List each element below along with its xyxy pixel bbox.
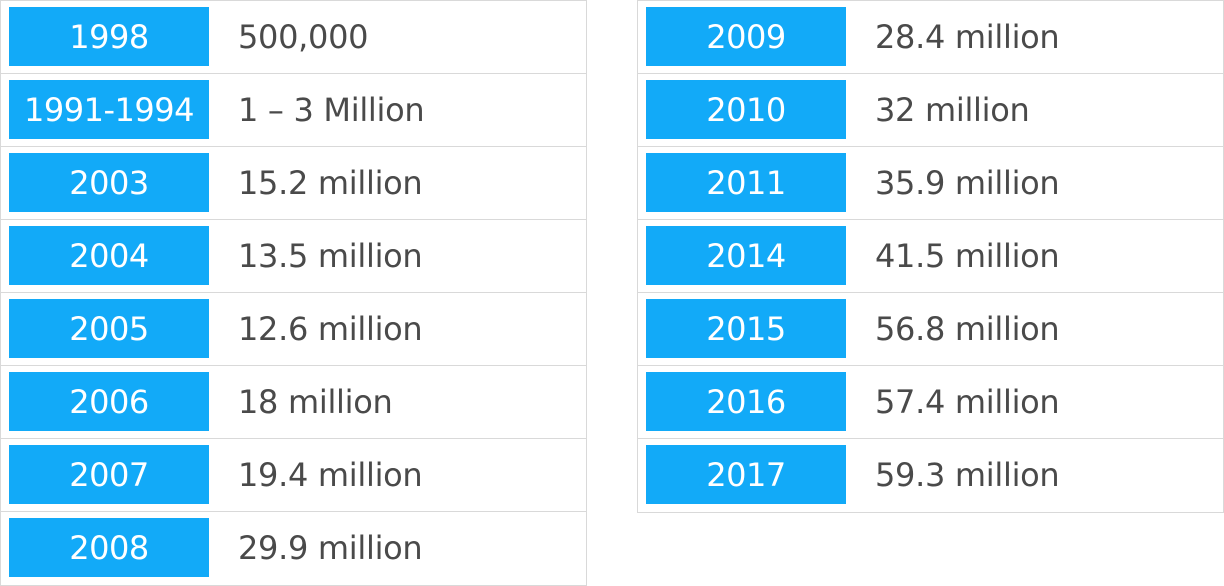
table-row: 2004 13.5 million [1,220,586,293]
value-cell: 13.5 million [238,237,423,275]
table-row: 1998 500,000 [1,1,586,74]
year-cell: 2009 [646,7,846,66]
value-cell: 28.4 million [875,18,1060,56]
year-cell: 2007 [9,445,209,504]
year-cell: 2004 [9,226,209,285]
table-row: 2005 12.6 million [1,293,586,366]
table-row: 2006 18 million [1,366,586,439]
value-cell: 29.9 million [238,529,423,567]
value-cell: 1 – 3 Million [238,91,425,129]
value-cell: 32 million [875,91,1030,129]
value-cell: 500,000 [238,18,369,56]
year-cell: 2011 [646,153,846,212]
year-cell: 2014 [646,226,846,285]
left-table: 1998 500,000 1991-1994 1 – 3 Million 200… [0,0,587,586]
right-table: 2009 28.4 million 2010 32 million 2011 3… [637,0,1224,513]
table-row: 2014 41.5 million [638,220,1223,293]
table-row: 2015 56.8 million [638,293,1223,366]
year-cell: 2003 [9,153,209,212]
year-cell: 2017 [646,445,846,504]
table-row: 2008 29.9 million [1,512,586,585]
table-row: 2011 35.9 million [638,147,1223,220]
value-cell: 19.4 million [238,456,423,494]
table-row: 2016 57.4 million [638,366,1223,439]
year-cell: 2005 [9,299,209,358]
table-row: 1991-1994 1 – 3 Million [1,74,586,147]
value-cell: 18 million [238,383,393,421]
year-cell: 2015 [646,299,846,358]
value-cell: 59.3 million [875,456,1060,494]
table-row: 2007 19.4 million [1,439,586,512]
table-row: 2003 15.2 million [1,147,586,220]
year-cell: 2008 [9,518,209,577]
value-cell: 12.6 million [238,310,423,348]
year-cell: 1991-1994 [9,80,209,139]
value-cell: 35.9 million [875,164,1060,202]
table-row: 2009 28.4 million [638,1,1223,74]
year-cell: 2016 [646,372,846,431]
value-cell: 57.4 million [875,383,1060,421]
table-row: 2010 32 million [638,74,1223,147]
value-cell: 56.8 million [875,310,1060,348]
value-cell: 41.5 million [875,237,1060,275]
year-cell: 2010 [646,80,846,139]
value-cell: 15.2 million [238,164,423,202]
year-cell: 1998 [9,7,209,66]
table-row: 2017 59.3 million [638,439,1223,512]
year-cell: 2006 [9,372,209,431]
